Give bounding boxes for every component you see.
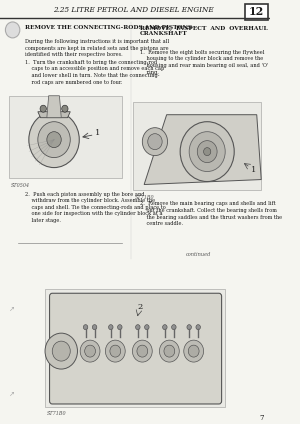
Text: REMOVE THE CONNECTING-RODS AND PISTONS: REMOVE THE CONNECTING-RODS AND PISTONS	[25, 25, 192, 30]
Circle shape	[159, 340, 179, 362]
Circle shape	[196, 325, 200, 330]
Text: ST71B0: ST71B0	[135, 195, 155, 200]
Text: 2.25 LITRE PETROL AND DIESEL ENGINE: 2.25 LITRE PETROL AND DIESEL ENGINE	[53, 6, 214, 14]
Circle shape	[184, 340, 204, 362]
Circle shape	[197, 141, 217, 162]
Text: 1: 1	[251, 165, 257, 173]
Circle shape	[45, 333, 77, 369]
Text: ST71B0: ST71B0	[47, 411, 67, 416]
Circle shape	[132, 340, 152, 362]
Text: 1: 1	[94, 128, 100, 137]
Circle shape	[187, 325, 191, 330]
Circle shape	[38, 122, 70, 158]
FancyBboxPatch shape	[45, 289, 225, 407]
Circle shape	[172, 325, 176, 330]
Text: REMOVE,  INSPECT  AND  OVERHAUL
CRANKSHAFT: REMOVE, INSPECT AND OVERHAUL CRANKSHAFT	[140, 25, 267, 36]
FancyBboxPatch shape	[50, 293, 222, 404]
Circle shape	[83, 325, 88, 330]
Text: 1.  Turn the crankshaft to bring the connecting-rod
    caps to an accessible po: 1. Turn the crankshaft to bring the conn…	[25, 60, 164, 85]
Circle shape	[189, 132, 225, 172]
Circle shape	[105, 340, 125, 362]
Circle shape	[118, 325, 122, 330]
FancyBboxPatch shape	[245, 4, 268, 20]
Circle shape	[52, 341, 70, 361]
Circle shape	[80, 340, 100, 362]
Circle shape	[180, 122, 234, 181]
Circle shape	[136, 325, 140, 330]
Text: During the following instructions it is important that all
components are kept i: During the following instructions it is …	[25, 39, 170, 57]
Circle shape	[163, 325, 167, 330]
Text: 7: 7	[259, 414, 263, 422]
Text: continued: continued	[185, 252, 211, 257]
Text: 1.  Remove the eight bolts securing the flywheel
    housing to the cylinder blo: 1. Remove the eight bolts securing the f…	[140, 50, 268, 75]
Circle shape	[40, 105, 46, 112]
Circle shape	[62, 105, 68, 112]
Text: ST0504: ST0504	[11, 183, 30, 187]
Circle shape	[92, 325, 97, 330]
Text: 2.  Push each piston assembly up the bore and
    withdraw from the cylinder blo: 2. Push each piston assembly up the bore…	[25, 192, 166, 223]
Text: 2: 2	[137, 303, 142, 311]
Circle shape	[85, 345, 95, 357]
Text: $\nearrow$: $\nearrow$	[7, 391, 16, 398]
Circle shape	[204, 148, 211, 156]
Text: 12: 12	[249, 6, 264, 17]
Text: 2.  Remove the main bearing caps and shells and lift
    out the crankshaft. Col: 2. Remove the main bearing caps and shel…	[140, 201, 282, 226]
Polygon shape	[47, 96, 61, 118]
Circle shape	[142, 128, 168, 156]
Circle shape	[5, 22, 20, 38]
Circle shape	[188, 345, 199, 357]
Circle shape	[110, 345, 121, 357]
Polygon shape	[38, 112, 70, 118]
Circle shape	[47, 132, 61, 148]
Circle shape	[145, 325, 149, 330]
FancyBboxPatch shape	[9, 96, 122, 178]
Circle shape	[148, 134, 162, 150]
Circle shape	[109, 325, 113, 330]
Text: $\nearrow$: $\nearrow$	[7, 306, 16, 313]
Circle shape	[137, 345, 148, 357]
Circle shape	[29, 112, 79, 167]
Polygon shape	[144, 115, 261, 184]
FancyBboxPatch shape	[133, 102, 261, 190]
Circle shape	[164, 345, 175, 357]
